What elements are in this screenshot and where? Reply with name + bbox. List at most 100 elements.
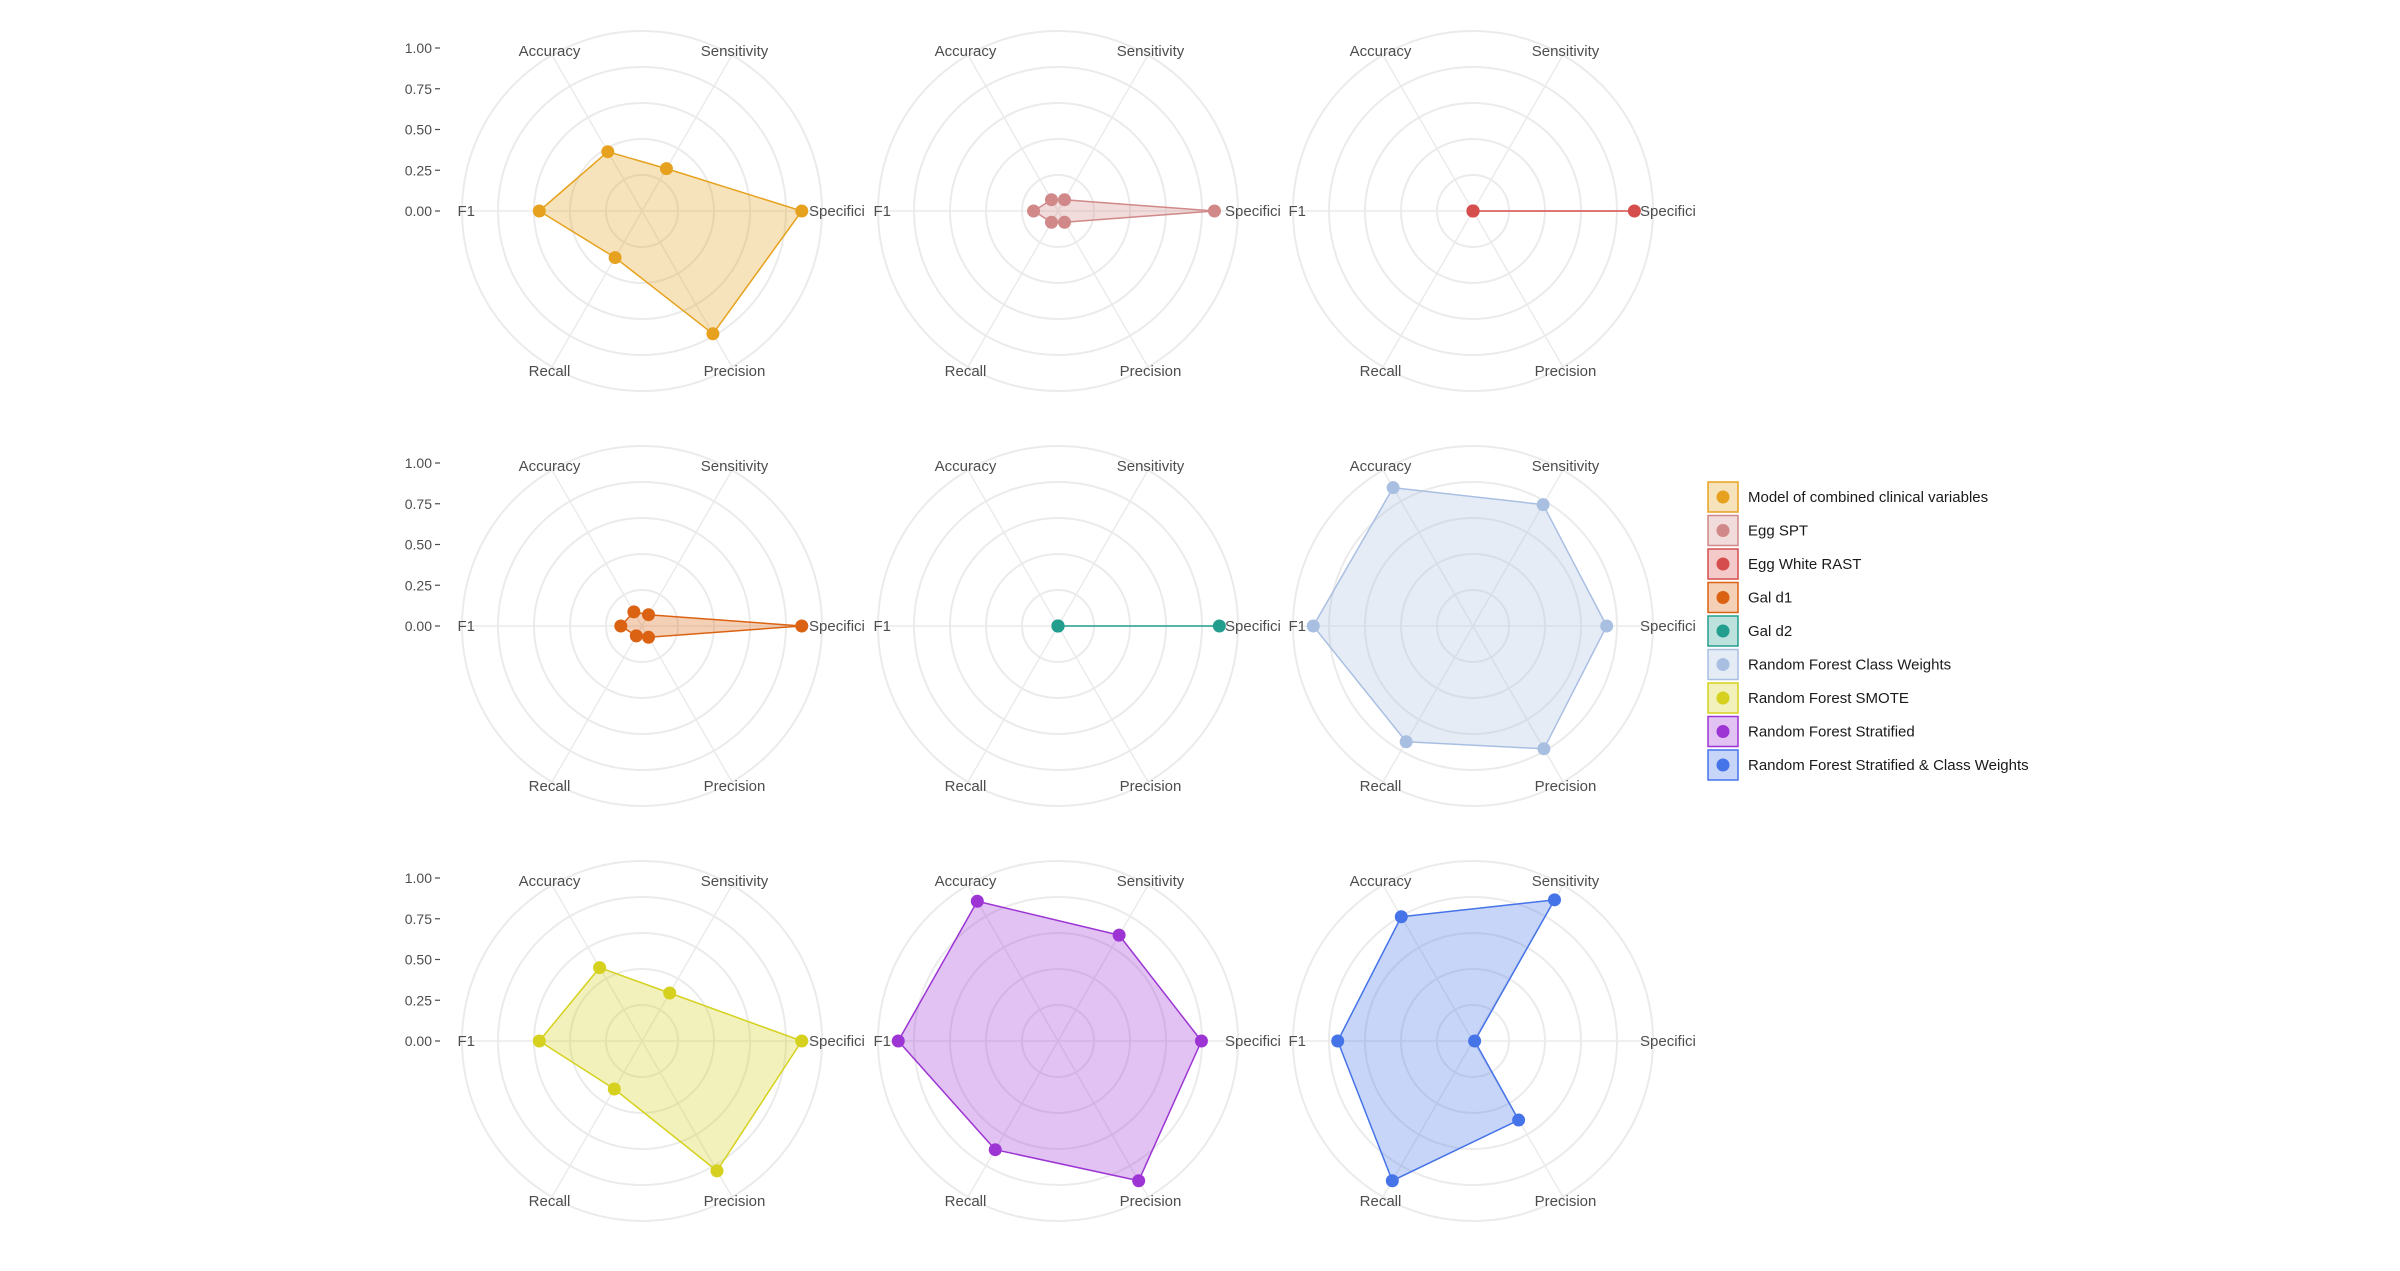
data-point — [1051, 619, 1065, 633]
grid-spoke — [1472, 625, 1564, 783]
radial-tick-label: 0.00 — [405, 203, 432, 219]
axis-label: F1 — [1288, 1033, 1306, 1050]
legend-item: Gal d1 — [1707, 581, 1792, 614]
legend-label: Gal d1 — [1748, 590, 1792, 607]
axis-label: Accuracy — [935, 458, 997, 475]
axis-label: Recall — [945, 778, 987, 795]
axis-label: Recall — [945, 1193, 987, 1210]
data-point — [1512, 1113, 1526, 1127]
grid-spoke — [1057, 54, 1149, 212]
data-point — [1212, 619, 1226, 633]
axis-label: Recall — [1360, 778, 1402, 795]
radial-tick-label: 0.00 — [405, 618, 432, 634]
data-point — [601, 145, 615, 159]
legend-label: Gal d2 — [1748, 623, 1792, 640]
data-point — [629, 629, 643, 643]
grid-spoke — [551, 1040, 643, 1198]
data-point — [607, 1082, 621, 1096]
radial-tick-label: 0.25 — [405, 162, 432, 178]
series-polygon — [897, 900, 1203, 1182]
data-point — [891, 1034, 905, 1048]
legend-key — [1707, 481, 1739, 513]
legend-item: Egg White RAST — [1707, 548, 1861, 580]
legend-label: Egg White RAST — [1748, 556, 1861, 573]
grid-spoke — [551, 210, 643, 368]
axis-label: Sensitivity — [701, 873, 769, 890]
legend-item: Model of combined clinical variables — [1707, 481, 1988, 513]
axis-label: Accuracy — [519, 43, 581, 60]
grid-spoke — [1472, 54, 1564, 212]
grid-spoke — [1057, 469, 1149, 627]
data-point — [1027, 204, 1041, 218]
legend-marker — [1716, 557, 1730, 571]
legend-marker — [1716, 691, 1730, 705]
axis-label: Specifici — [809, 203, 865, 220]
axis-label: F1 — [1288, 203, 1306, 220]
data-point — [1468, 1034, 1482, 1048]
data-point — [1132, 1174, 1146, 1188]
radial-tick-label: 0.75 — [405, 81, 432, 97]
data-point — [642, 608, 656, 622]
grid-spoke — [1382, 1040, 1474, 1198]
legend-key — [1707, 548, 1739, 580]
axis-label: Sensitivity — [1532, 873, 1600, 890]
axis-label: F1 — [457, 203, 475, 220]
axis-label: Sensitivity — [1117, 458, 1185, 475]
radar-panel: Sensitivity Specifici Precision Recall F1 Acc… — [405, 860, 865, 1222]
axis-label: F1 — [1288, 618, 1306, 635]
grid-spoke — [1382, 469, 1474, 627]
series-polygon — [1312, 486, 1608, 750]
radar-panel: Sensitivity Specifici Precision Recall F1 Acc… — [405, 30, 865, 392]
axis-label: Specifici — [809, 618, 865, 635]
data-point — [659, 162, 673, 176]
axis-label: Precision — [704, 778, 766, 795]
axis-label: F1 — [457, 618, 475, 635]
data-point — [614, 619, 628, 633]
axis-label: F1 — [873, 618, 891, 635]
axis-label: Specifici — [1640, 1033, 1696, 1050]
axis-label: Specifici — [1640, 618, 1696, 635]
data-point — [795, 204, 809, 218]
legend-marker — [1716, 524, 1730, 537]
axis-label: Recall — [529, 1193, 571, 1210]
axis-label: Specifici — [1225, 1033, 1281, 1050]
legend-marker — [1716, 490, 1730, 504]
radar-panel: Sensitivity Specifici Precision Recall F1 Acc… — [1288, 445, 1696, 807]
data-point — [1394, 910, 1408, 924]
data-point — [642, 630, 656, 644]
axis-label: Precision — [1120, 778, 1182, 795]
axis-label: Accuracy — [519, 458, 581, 475]
axis-label: Recall — [529, 363, 571, 380]
radial-tick-label: 0.25 — [405, 992, 432, 1008]
radial-tick-label: 1.00 — [405, 40, 432, 56]
data-point — [1627, 204, 1641, 218]
data-point — [1044, 193, 1058, 207]
axis-label: Precision — [1120, 363, 1182, 380]
legend-marker — [1716, 725, 1730, 738]
axis-label: Precision — [704, 1193, 766, 1210]
legend-key — [1707, 581, 1739, 614]
grid-spoke — [967, 210, 1059, 368]
axis-label: Precision — [1120, 1193, 1182, 1210]
radar-panels: Sensitivity Specifici Precision Recall F1 Acc… — [405, 30, 1696, 1222]
radar-panel: Sensitivity Specifici Precision Recall F1 Acc… — [873, 860, 1281, 1222]
legend-label: Random Forest Class Weights — [1748, 657, 1951, 674]
data-point — [706, 327, 720, 341]
axis-label: Specifici — [1225, 618, 1281, 635]
legend-item: Egg SPT — [1707, 514, 1808, 547]
axis-label: Recall — [1360, 363, 1402, 380]
grid-spoke — [967, 469, 1059, 627]
legend-item: Random Forest Stratified & Class Weights — [1707, 749, 2029, 781]
data-point — [1194, 1034, 1208, 1048]
grid-spoke — [967, 1040, 1059, 1198]
grid-spoke — [641, 54, 733, 212]
legend-marker — [1716, 758, 1730, 772]
radar-panel: Sensitivity Specifici Precision Recall F1 Acc… — [1288, 30, 1696, 392]
data-point — [795, 1034, 809, 1048]
grid-spoke — [551, 469, 643, 627]
legend-label: Random Forest Stratified — [1748, 724, 1915, 741]
data-point — [1058, 215, 1072, 229]
data-point — [1386, 481, 1400, 495]
data-point — [593, 961, 607, 975]
